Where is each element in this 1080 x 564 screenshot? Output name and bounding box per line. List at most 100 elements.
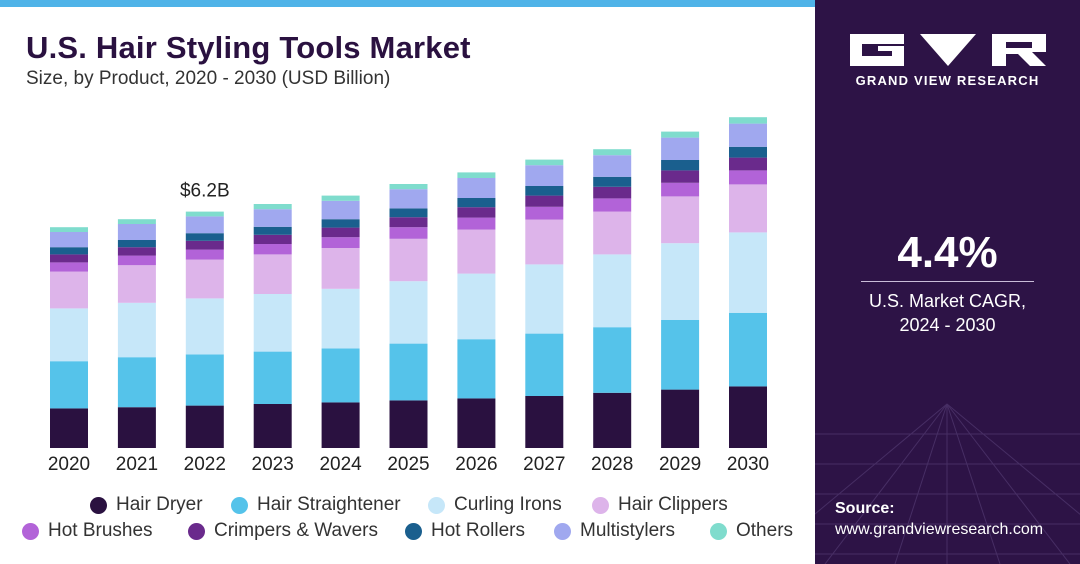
legend-swatch — [188, 522, 205, 540]
bar-segment-2025-7 — [389, 189, 428, 209]
bar-segment-2029-2 — [661, 243, 700, 320]
legend-swatch — [592, 496, 609, 514]
legend-label: Curling Irons — [454, 494, 562, 515]
bar-segment-2027-5 — [525, 195, 564, 207]
x-tick-label: 2025 — [387, 454, 429, 475]
x-tick-label: 2028 — [591, 454, 633, 475]
bar-segment-2029-4 — [661, 182, 700, 197]
bar-segment-2027-6 — [525, 186, 564, 196]
bar-segment-2023-0 — [253, 404, 292, 448]
legend-item: Others — [710, 520, 793, 542]
bar-segment-2026-3 — [457, 229, 496, 274]
bar-segment-2029-5 — [661, 170, 700, 183]
bar-segment-2027-1 — [525, 333, 564, 396]
bar-segment-2026-8 — [457, 172, 496, 178]
legend-label: Hot Rollers — [431, 520, 525, 541]
bar-segment-2027-0 — [525, 396, 564, 448]
legend-label: Hot Brushes — [48, 520, 153, 541]
grand-view-research-logo — [850, 34, 1046, 66]
cagr-label-line-1: U.S. Market CAGR, — [868, 291, 1027, 311]
legend-item: Multistylers — [554, 520, 675, 542]
bar-segment-2025-3 — [389, 238, 428, 282]
bar-segment-2023-2 — [253, 294, 292, 352]
source-url: www.grandviewresearch.com — [835, 521, 1044, 538]
bar-segment-2020-2 — [50, 308, 88, 362]
bar-segment-2024-0 — [321, 402, 360, 448]
bar-segment-2026-7 — [457, 178, 496, 198]
bar-segment-2025-0 — [389, 400, 428, 448]
legend-item: Hot Brushes — [22, 520, 153, 542]
bar-segment-2028-0 — [593, 392, 632, 448]
bar-segment-2020-8 — [50, 227, 88, 232]
x-tick-label: 2024 — [319, 454, 362, 475]
bar-segment-2023-6 — [253, 226, 292, 235]
legend-item: Hair Dryer — [90, 494, 203, 516]
bar-segment-2021-2 — [117, 302, 156, 358]
top-accent-line — [0, 0, 815, 7]
bar-segment-2020-1 — [50, 361, 88, 409]
legend-label: Crimpers & Wavers — [214, 520, 378, 541]
bar-segment-2030-6 — [729, 146, 767, 158]
bar-segment-2030-8 — [729, 117, 767, 124]
bar-segment-2023-5 — [253, 234, 292, 244]
bar-segment-2025-2 — [389, 281, 428, 344]
bar-segment-2030-3 — [729, 184, 767, 233]
legend-swatch — [90, 496, 107, 514]
bar-segment-2022-8 — [185, 211, 224, 217]
bar-segment-2022-7 — [185, 216, 224, 234]
legend-item: Curling Irons — [428, 494, 562, 516]
bar-segment-2027-2 — [525, 264, 564, 334]
x-tick-label: 2027 — [523, 454, 565, 475]
bar-segment-2025-8 — [389, 184, 428, 190]
bar-segment-2023-3 — [253, 254, 292, 294]
legend-swatch — [428, 496, 445, 514]
x-tick-label: 2022 — [184, 454, 226, 475]
stacked-bar-chart: 2020 2021 2022 $6.2B 2023 2024 2025 2026 2027 202… — [48, 117, 769, 475]
bar-segment-2028-5 — [593, 186, 632, 199]
bar-segment-2025-4 — [389, 227, 428, 239]
legend-label: Hair Straightener — [257, 494, 401, 515]
bar-segment-2028-2 — [593, 254, 632, 328]
bar-segment-2029-1 — [661, 320, 700, 390]
bar-segment-2028-3 — [593, 211, 632, 255]
bar-segment-2026-4 — [457, 217, 496, 230]
legend-label: Hair Dryer — [116, 494, 203, 515]
legend-item: Hot Rollers — [405, 520, 525, 542]
bar-segment-2021-7 — [117, 224, 156, 240]
bar-segment-2024-3 — [321, 248, 360, 289]
bar-segment-2029-8 — [661, 131, 700, 138]
bar-segment-2021-3 — [117, 265, 156, 303]
source-title: Source: — [835, 500, 895, 517]
bar-segment-2024-6 — [321, 219, 360, 228]
bar-segment-2030-5 — [729, 157, 767, 171]
bar-segment-2022-4 — [185, 249, 224, 260]
side-panel: GRAND VIEW RESEARCH 4.4% U.S. Market CAG… — [815, 0, 1080, 564]
legend-swatch — [231, 496, 248, 514]
bar-segment-2023-4 — [253, 244, 292, 255]
legend-swatch — [22, 522, 39, 540]
bar-segment-2028-7 — [593, 155, 632, 177]
bar-segment-2023-8 — [253, 204, 292, 210]
bar-segment-2022-0 — [185, 405, 224, 448]
bar-segment-2026-1 — [457, 339, 496, 399]
legend-item: Hair Clippers — [592, 494, 728, 516]
bar-segment-2024-2 — [321, 288, 360, 349]
bar-segment-2021-4 — [117, 255, 156, 266]
x-tick-label: 2030 — [727, 454, 769, 475]
bar-segment-2028-4 — [593, 198, 632, 212]
bar-segment-2027-3 — [525, 219, 564, 265]
bar-segment-2029-0 — [661, 389, 700, 448]
bar-segment-2028-6 — [593, 176, 632, 187]
bar-segment-2021-6 — [117, 240, 156, 248]
bar-segment-2024-5 — [321, 227, 360, 238]
bar-segment-2028-8 — [593, 149, 632, 156]
bar-segment-2025-6 — [389, 208, 428, 218]
cagr-label: U.S. Market CAGR, 2024 - 2030 — [815, 289, 1080, 337]
bar-segment-2030-4 — [729, 170, 767, 185]
bar-segment-2027-7 — [525, 165, 564, 186]
bar-segment-2027-8 — [525, 159, 564, 166]
legend-label: Others — [736, 520, 794, 541]
bar-segment-2020-5 — [50, 254, 88, 263]
bar-segment-2023-1 — [253, 351, 292, 404]
